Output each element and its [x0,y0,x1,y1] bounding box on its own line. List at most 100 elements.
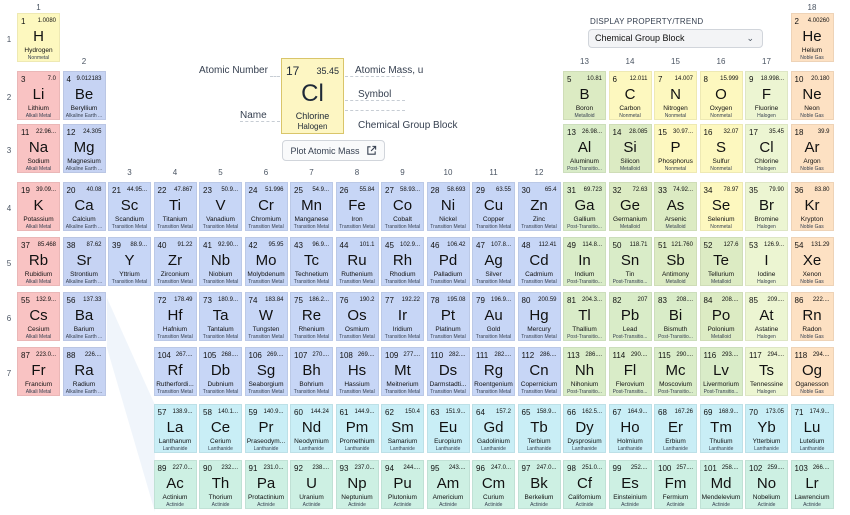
element-cell-sb[interactable]: 51 121.760 Sb Antimony Metalloid [654,237,697,286]
element-cell-cu[interactable]: 29 63.55 Cu Copper Transition Metal [472,182,515,231]
element-cell-tl[interactable]: 81 204.3... Tl Thallium Post-Transitio... [563,292,606,341]
element-cell-p[interactable]: 15 30.97... P Phosphorus Nonmetal [654,124,697,173]
element-cell-fe[interactable]: 26 55.84 Fe Iron Transition Metal [335,182,379,231]
element-cell-k[interactable]: 19 39.09... K Potassium Alkali Metal [17,182,60,231]
element-cell-pu[interactable]: 94 244.... Pu Plutonium Actinide [381,460,424,509]
element-cell-re[interactable]: 75 186.2... Re Rhenium Transition Metal [290,292,333,341]
element-cell-sm[interactable]: 62 150.4 Sm Samarium Lanthanide [381,404,424,453]
element-cell-i[interactable]: 53 126.9... I Iodine Halogen [745,237,788,286]
element-cell-dy[interactable]: 66 162.5... Dy Dysprosium Lanthanide [563,404,606,453]
element-cell-se[interactable]: 34 78.97 Se Selenium Nonmetal [699,182,743,231]
element-cell-ra[interactable]: 88 226.... Ra Radium Alkaline Earth ... [62,347,106,396]
element-cell-db[interactable]: 105 268.... Db Dubnium Transition Metal [199,347,242,396]
element-cell-rh[interactable]: 45 102.9... Rh Rhodium Transition Metal [381,237,424,286]
element-cell-cf[interactable]: 98 251.0... Cf Californium Actinide [563,460,606,509]
element-cell-cs[interactable]: 55 132.9... Cs Cesium Alkali Metal [17,292,60,341]
element-cell-am[interactable]: 95 243.... Am Americium Actinide [426,460,470,509]
element-cell-c[interactable]: 6 12.011 C Carbon Nonmetal [608,71,652,120]
element-cell-hf[interactable]: 72 178.49 Hf Hafnium Transition Metal [153,292,197,341]
element-cell-np[interactable]: 93 237.0... Np Neptunium Actinide [335,460,379,509]
element-cell-pb[interactable]: 82 207 Pb Lead Post-Transitio... [608,292,652,341]
element-cell-cd[interactable]: 48 112.41 Cd Cadmium Transition Metal [517,237,561,286]
element-cell-lv[interactable]: 116 293.... Lv Livermorium Post-Transitio... [699,347,743,396]
element-cell-co[interactable]: 27 58.93... Co Cobalt Transition Metal [381,182,424,231]
element-cell-th[interactable]: 90 232.... Th Thorium Actinide [199,460,242,509]
element-cell-pa[interactable]: 91 231.0... Pa Protactinium Actinide [244,460,288,509]
element-cell-u[interactable]: 92 238.... U Uranium Actinide [290,460,333,509]
element-cell-si[interactable]: 14 28.085 Si Silicon Metalloid [608,124,652,173]
element-cell-es[interactable]: 99 252.... Es Einsteinium Actinide [608,460,652,509]
element-cell-po[interactable]: 84 208.... Po Polonium Metalloid [699,292,743,341]
element-cell-rg[interactable]: 111 282.... Rg Roentgenium Transition Metal [472,347,515,396]
element-cell-ca[interactable]: 20 40.08 Ca Calcium Alkaline Earth ... [62,182,106,231]
element-cell-mt[interactable]: 109 277.... Mt Meitnerium Transition Metal [381,347,424,396]
element-cell-cl[interactable]: 17 35.45 Cl Chlorine Halogen [745,124,788,173]
element-cell-gd[interactable]: 64 157.2 Gd Gadolinium Lanthanide [472,404,515,453]
element-cell-ds[interactable]: 110 282.... Ds Darmstadti... Transition Meta… [426,347,470,396]
element-cell-er[interactable]: 68 167.26 Er Erbium Lanthanide [654,404,697,453]
element-cell-ts[interactable]: 117 294.... Ts Tennessine Halogen [745,347,788,396]
element-cell-in[interactable]: 49 114.8... In Indium Post-Transitio... [563,237,606,286]
element-cell-md[interactable]: 101 258.... Md Mendelevium Actinide [699,460,743,509]
element-cell-os[interactable]: 76 190.2 Os Osmium Transition Metal [335,292,379,341]
element-cell-y[interactable]: 39 88.9... Y Yttrium Transition Metal [108,237,151,286]
element-cell-rn[interactable]: 86 222.... Rn Radon Noble Gas [790,292,834,341]
element-cell-mn[interactable]: 25 54.9... Mn Manganese Transition Metal [290,182,333,231]
element-cell-ho[interactable]: 67 164.9... Ho Holmium Lanthanide [608,404,652,453]
element-cell-te[interactable]: 52 127.6 Te Tellurium Metalloid [699,237,743,286]
element-cell-b[interactable]: 5 10.81 B Boron Metalloid [563,71,606,120]
element-cell-cn[interactable]: 112 286.... Cn Copernicium Transition Metal [517,347,561,396]
element-cell-as[interactable]: 33 74.92... As Arsenic Metalloid [654,182,697,231]
element-cell-br[interactable]: 35 79.90 Br Bromine Halogen [745,182,788,231]
element-cell-lr[interactable]: 103 266.... Lr Lawrencium Actinide [790,460,834,509]
element-cell-ac[interactable]: 89 227.0... Ac Actinium Actinide [153,460,197,509]
element-cell-ce[interactable]: 58 140.1... Ce Cerium Lanthanide [199,404,242,453]
element-cell-o[interactable]: 8 15.999 O Oxygen Nonmetal [699,71,743,120]
element-cell-v[interactable]: 23 50.9... V Vanadium Transition Metal [199,182,242,231]
element-cell-no[interactable]: 102 259.... No Nobelium Actinide [745,460,788,509]
element-cell-hg[interactable]: 80 200.59 Hg Mercury Transition Metal [517,292,561,341]
element-cell-au[interactable]: 79 196.9... Au Gold Transition Metal [472,292,515,341]
element-cell-f[interactable]: 9 18.998... F Fluorine Halogen [745,71,788,120]
element-cell-nh[interactable]: 113 286.... Nh Nihonium Post-Transitio... [563,347,606,396]
element-cell-be[interactable]: 4 9.012183 Be Beryllium Alkaline Earth ... [62,71,106,120]
element-cell-fl[interactable]: 114 290.... Fl Flerovium Post-Transitio... [608,347,652,396]
element-cell-pm[interactable]: 61 144.9... Pm Promethium Lanthanide [335,404,379,453]
element-cell-n[interactable]: 7 14.007 N Nitrogen Nonmetal [654,71,697,120]
element-cell-ta[interactable]: 73 180.9... Ta Tantalum Transition Metal [199,292,242,341]
element-cell-mo[interactable]: 42 95.95 Mo Molybdenum Transition Metal [244,237,288,286]
element-cell-lu[interactable]: 71 174.9... Lu Lutetium Lanthanide [790,404,834,453]
element-cell-zn[interactable]: 30 65.4 Zn Zinc Transition Metal [517,182,561,231]
element-cell-rf[interactable]: 104 267.... Rf Rutherfordi... Transition Met… [153,347,197,396]
element-cell-la[interactable]: 57 138.9... La Lanthanum Lanthanide [153,404,197,453]
element-cell-bk[interactable]: 97 247.0... Bk Berkelium Actinide [517,460,561,509]
element-cell-s[interactable]: 16 32.07 S Sulfur Nonmetal [699,124,743,173]
element-cell-tb[interactable]: 65 158.9... Tb Terbium Lanthanide [517,404,561,453]
element-cell-ba[interactable]: 56 137.33 Ba Barium Alkaline Earth ... [62,292,106,341]
element-cell-ne[interactable]: 10 20.180 Ne Neon Noble Gas [790,71,834,120]
element-cell-ni[interactable]: 28 58.693 Ni Nickel Transition Metal [426,182,470,231]
element-cell-na[interactable]: 11 22.96... Na Sodium Alkali Metal [17,124,60,173]
element-cell-w[interactable]: 74 183.84 W Tungsten Transition Metal [244,292,288,341]
element-cell-fm[interactable]: 100 257.... Fm Fermium Actinide [654,460,697,509]
element-cell-ir[interactable]: 77 192.22 Ir Iridium Transition Metal [381,292,424,341]
element-cell-yb[interactable]: 70 173.05 Yb Ytterbium Lanthanide [745,404,788,453]
element-cell-mg[interactable]: 12 24.305 Mg Magnesium Alkaline Earth ... [62,124,106,173]
element-cell-pr[interactable]: 59 140.9... Pr Praseodym... Lanthanide [244,404,288,453]
element-cell-li[interactable]: 3 7.0 Li Lithium Alkali Metal [17,71,60,120]
element-cell-ar[interactable]: 18 39.9 Ar Argon Noble Gas [790,124,834,173]
element-cell-sr[interactable]: 38 87.62 Sr Strontium Alkaline Earth ... [62,237,106,286]
element-cell-nb[interactable]: 41 92.90... Nb Niobium Transition Metal [199,237,242,286]
element-cell-ge[interactable]: 32 72.63 Ge Germanium Metalloid [608,182,652,231]
element-cell-cr[interactable]: 24 51.996 Cr Chromium Transition Metal [244,182,288,231]
element-cell-sc[interactable]: 21 44.95... Sc Scandium Transition Metal [108,182,151,231]
element-cell-sn[interactable]: 50 118.71 Sn Tin Post-Transitio... [608,237,652,286]
plot-atomic-mass-button[interactable]: Plot Atomic Mass [282,140,385,161]
element-cell-kr[interactable]: 36 83.80 Kr Krypton Noble Gas [790,182,834,231]
display-property-select[interactable]: Chemical Group Block ⌄ [588,29,763,48]
element-cell-bi[interactable]: 83 208.... Bi Bismuth Post-Transitio... [654,292,697,341]
element-cell-pt[interactable]: 78 195.08 Pt Platinum Transition Metal [426,292,470,341]
element-cell-nd[interactable]: 60 144.24 Nd Neodymium Lanthanide [290,404,333,453]
element-cell-mc[interactable]: 115 290.... Mc Moscovium Post-Transitio... [654,347,697,396]
element-cell-zr[interactable]: 40 91.22 Zr Zirconium Transition Metal [153,237,197,286]
